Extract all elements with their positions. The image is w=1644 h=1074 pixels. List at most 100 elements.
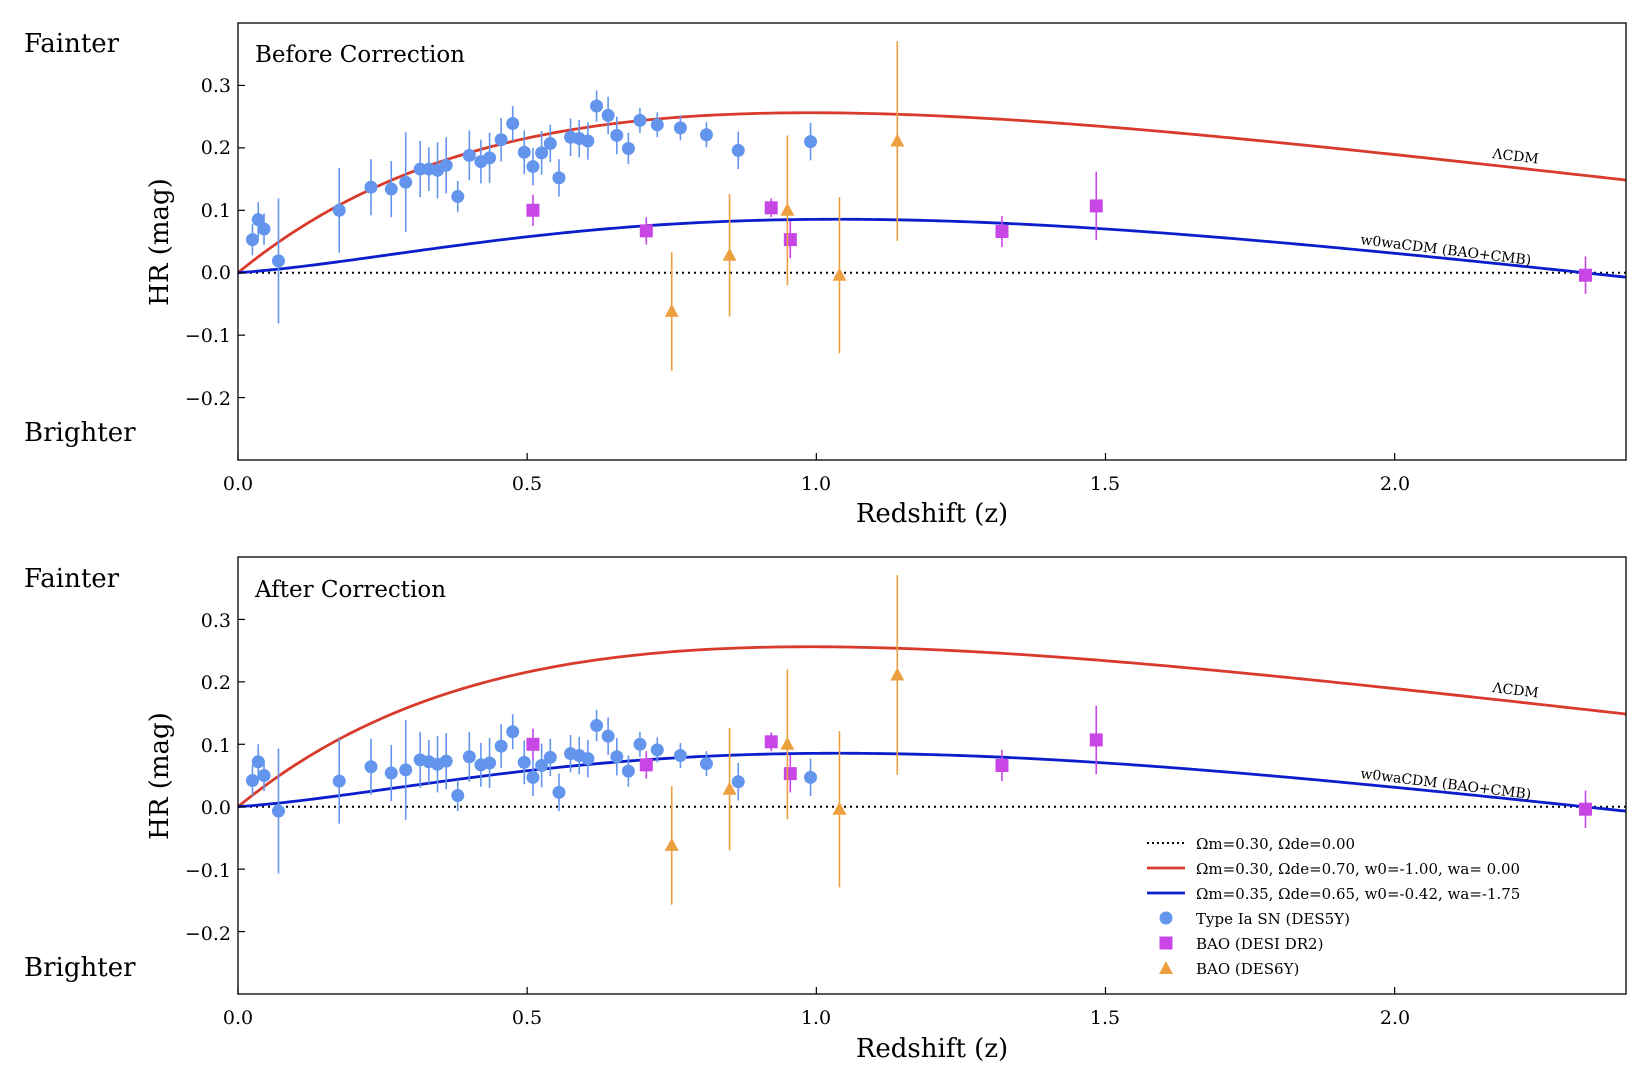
sn-point <box>462 750 476 764</box>
sn-point <box>601 729 615 743</box>
legend-desi-marker <box>1159 936 1173 950</box>
sn-point <box>439 158 453 172</box>
axes-frame <box>237 556 1627 995</box>
sn-point <box>526 770 540 784</box>
plot-area <box>237 41 1626 460</box>
bao-desi-point <box>1579 802 1593 816</box>
sn-point <box>581 752 595 766</box>
sn-point <box>543 750 557 764</box>
sn-point <box>332 203 346 217</box>
sn-point <box>451 190 465 204</box>
panel-title: Before Correction <box>255 42 465 68</box>
x-tick-label: 1.0 <box>801 1007 831 1029</box>
bao-desi-point <box>995 225 1009 239</box>
x-tick-label: 2.0 <box>1380 1007 1410 1029</box>
legend-des6y-marker <box>1159 961 1173 974</box>
legend-w0wa-label: Ωm=0.35, Ωde=0.65, w0=-0.42, wa=-1.75 <box>1196 885 1520 903</box>
x-tick-label: 0.5 <box>512 1007 542 1029</box>
panel-after-correction: Fainter Brighter After Correction 0.0 0.… <box>24 556 1627 1064</box>
lcdm-curve-label: ΛCDM <box>1491 146 1540 168</box>
sn-point <box>439 754 453 768</box>
sn-point <box>699 757 713 771</box>
sn-point <box>581 134 595 148</box>
sn-point <box>494 739 508 753</box>
fainter-label: Fainter <box>24 564 120 594</box>
bao-desi-point <box>995 759 1009 773</box>
sn-point <box>271 804 285 818</box>
y-tick-label: 0.3 <box>201 610 231 632</box>
sn-point <box>462 148 476 162</box>
sn-point <box>245 773 259 787</box>
plot-clip-group <box>238 575 1626 905</box>
y-tick-label: 0.2 <box>201 137 231 159</box>
y-axis-label: HR (mag) <box>145 178 175 306</box>
legend-des6y-label: BAO (DES6Y) <box>1196 960 1299 978</box>
sn-point <box>535 759 549 773</box>
x-ticks: 0.0 0.5 1.0 1.5 2.0 <box>223 473 1410 495</box>
bao-desi-point <box>764 735 778 749</box>
sn-point <box>650 743 664 757</box>
bao-des6y-point <box>832 801 847 815</box>
x-ticks: 0.0 0.5 1.0 1.5 2.0 <box>223 1007 1410 1029</box>
y-tick-label: 0.2 <box>201 672 231 694</box>
sn-point <box>257 769 271 782</box>
sn-point <box>506 725 520 739</box>
sn-point <box>673 749 687 763</box>
sn-point <box>610 750 624 764</box>
legend-sn-marker <box>1159 911 1173 925</box>
sn-point <box>590 99 604 113</box>
bao-des6y-point <box>664 837 679 851</box>
sn-point <box>451 788 465 802</box>
legend-flat-label: Ωm=0.30, Ωde=0.00 <box>1196 835 1355 853</box>
x-tick-label: 0.5 <box>512 473 542 495</box>
axes-frame <box>237 22 1627 461</box>
bao-des6y-point <box>722 781 737 795</box>
sn-point <box>517 145 531 159</box>
bao-des6y-point <box>664 303 679 317</box>
sn-point <box>483 151 497 165</box>
sn-point <box>731 775 745 789</box>
y-tick-label: −0.2 <box>185 388 231 410</box>
x-tick-label: 0.0 <box>223 1007 253 1029</box>
bao-des6y-point <box>890 667 905 681</box>
x-tick-label: 1.5 <box>1090 1007 1120 1029</box>
sn-point <box>526 160 540 174</box>
w0wa-curve <box>238 217 1626 279</box>
bao-des6y-point <box>832 267 847 281</box>
bao-des6y-point <box>722 247 737 261</box>
sn-point <box>590 719 604 733</box>
y-tick-label: −0.2 <box>185 923 231 945</box>
legend-desi-label: BAO (DESI DR2) <box>1196 935 1323 953</box>
brighter-label: Brighter <box>24 953 136 983</box>
bao-desi-point <box>764 201 778 215</box>
plot-area <box>237 575 1626 994</box>
sn-point <box>621 141 635 155</box>
sn-point <box>804 135 818 149</box>
bao-des6y-point <box>780 202 795 216</box>
sn-point <box>601 108 615 122</box>
sn-point <box>251 213 265 227</box>
sn-point <box>384 182 398 196</box>
panel-before-correction: Fainter Brighter Before Correction 0.0 0… <box>24 22 1627 529</box>
sn-point <box>535 146 549 160</box>
sn-point <box>610 128 624 142</box>
sn-point <box>494 133 508 147</box>
sn-point <box>399 175 413 189</box>
bao-des6y-point <box>890 133 905 147</box>
sn-point <box>332 774 346 788</box>
bao-desi-point <box>526 737 540 751</box>
y-ticks: −0.2 −0.1 0.0 0.1 0.2 0.3 <box>185 610 231 945</box>
sn-point <box>731 143 745 157</box>
bao-desi-point <box>1089 199 1103 213</box>
bao-des6y-point <box>780 736 795 750</box>
y-tick-label: −0.1 <box>185 860 231 882</box>
sn-point <box>543 136 557 150</box>
y-tick-label: 0.0 <box>201 262 231 284</box>
plot-clip-group <box>238 41 1626 371</box>
y-tick-label: 0.1 <box>201 735 231 757</box>
sn-point <box>673 121 687 135</box>
legend: Ωm=0.30, Ωde=0.00 Ωm=0.30, Ωde=0.70, w0=… <box>1147 835 1520 978</box>
w0wa-curve-label: w0waCDM (BAO+CMB) <box>1360 232 1532 269</box>
y-tick-label: 0.1 <box>201 200 231 222</box>
y-tick-label: 0.3 <box>201 75 231 97</box>
